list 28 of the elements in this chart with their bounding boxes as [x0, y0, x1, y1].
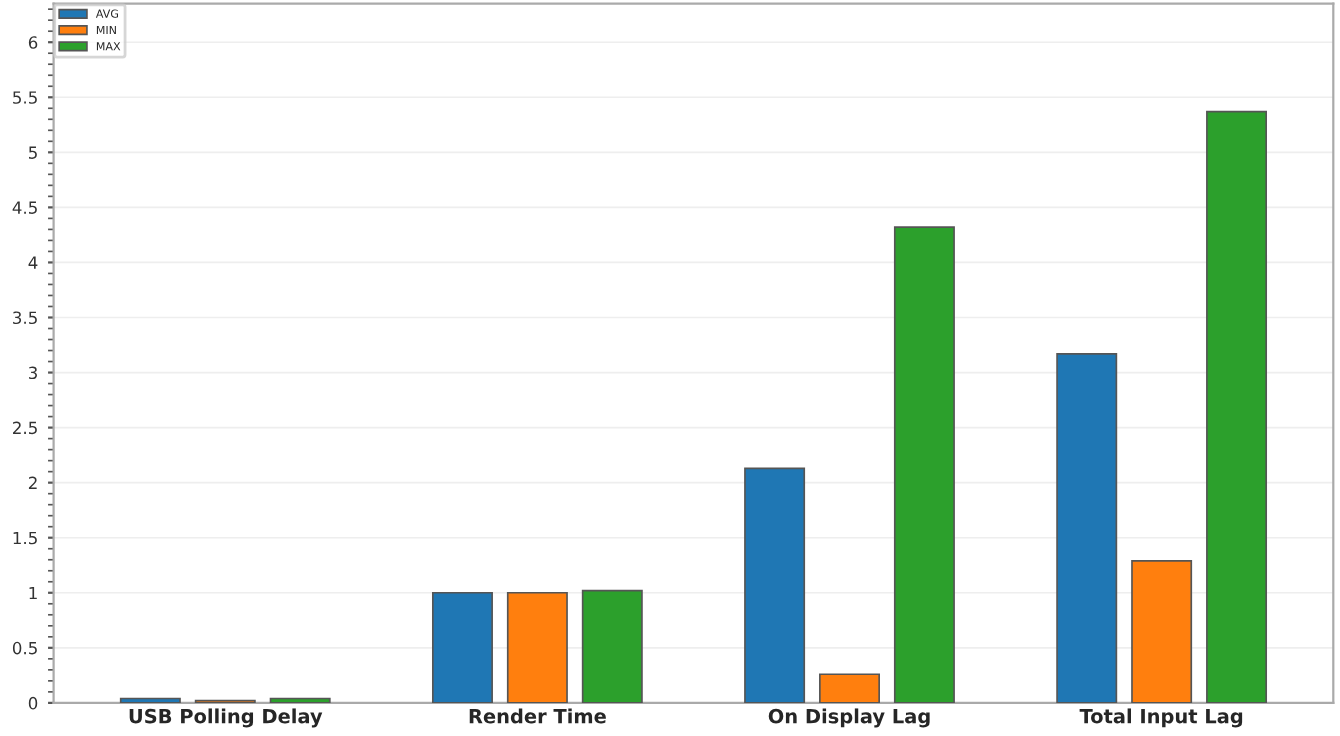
- y-tick-label: 0.5: [12, 641, 37, 655]
- x-tick-label: Total Input Lag: [1079, 708, 1243, 728]
- y-tick-label: 5.5: [13, 91, 37, 104]
- bar: [893, 226, 955, 703]
- y-tick-label: 3: [28, 366, 37, 380]
- y-tick-label: 1: [29, 586, 37, 600]
- y-tick-label: 4: [28, 256, 38, 269]
- bar: [1206, 110, 1268, 703]
- bar: [744, 467, 806, 703]
- bar: [506, 591, 568, 703]
- y-tick-label: 1.5: [13, 531, 37, 545]
- bar: [119, 697, 181, 703]
- bar: [1131, 560, 1193, 703]
- y-tick-label: 0: [28, 696, 38, 710]
- bar: [1056, 352, 1118, 703]
- bar: [269, 697, 331, 703]
- y-tick-label: 3.5: [13, 311, 37, 325]
- y-tick-label: 6: [28, 36, 38, 49]
- y-tick-label: 4.5: [12, 201, 37, 214]
- x-tick-label: Render Time: [469, 708, 606, 724]
- x-tick-label: USB Polling Delay: [129, 708, 323, 728]
- bar: [581, 589, 643, 703]
- y-tick-label: 2.5: [13, 421, 37, 435]
- x-tick-label: On Display Lag: [768, 708, 930, 728]
- y-tick-label: 2: [28, 476, 37, 489]
- bar: [819, 673, 880, 703]
- y-tick-label: 5: [29, 146, 37, 159]
- bar: [431, 591, 493, 703]
